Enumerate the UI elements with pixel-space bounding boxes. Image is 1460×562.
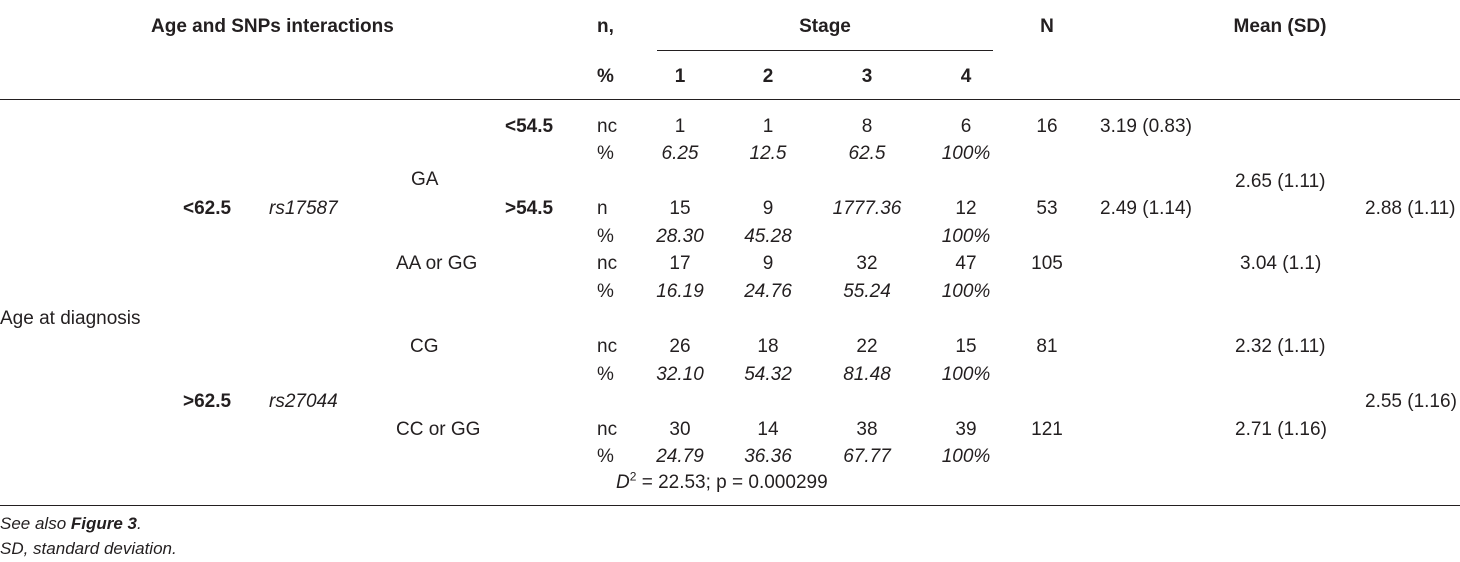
- pct-label: %: [597, 226, 614, 247]
- pct-cell: 100%: [941, 281, 991, 302]
- geno-cg: CG: [410, 336, 439, 357]
- pct-cell: 67.77: [843, 446, 891, 467]
- N-cell: 53: [1036, 198, 1058, 219]
- count-cell: 30: [669, 419, 691, 440]
- stage-header-rule: [657, 50, 993, 51]
- count-cell: 17: [669, 253, 691, 274]
- pct-header: %: [597, 66, 614, 87]
- pct-cell: 16.19: [656, 281, 704, 302]
- pct-label: %: [597, 446, 614, 467]
- pct-cell: 6.25: [661, 143, 699, 164]
- mean-cell: 2.32 (1.11): [1235, 336, 1326, 357]
- stage-col-1: 1: [674, 66, 686, 87]
- stat-rest: = 22.53; p = 0.000299: [636, 472, 828, 493]
- stage-col-4: 4: [960, 66, 972, 87]
- count-cell: 1: [762, 116, 774, 137]
- geno-ga: GA: [411, 169, 439, 190]
- count-cell: 1: [674, 116, 686, 137]
- pct-cell: 100%: [941, 446, 991, 467]
- stage-col-3: 3: [861, 66, 873, 87]
- count-cell: 15: [955, 336, 977, 357]
- mean-header: Mean (SD): [1233, 16, 1327, 37]
- pct-cell: 24.79: [656, 446, 704, 467]
- bottom-rule: [0, 505, 1460, 506]
- count-cell: 47: [955, 253, 977, 274]
- count-cell: 6: [960, 116, 972, 137]
- stat-sup: 2: [629, 469, 637, 484]
- count-cell: 8: [861, 116, 873, 137]
- age-at-diagnosis: Age at diagnosis: [0, 308, 141, 329]
- mean-lt62: 2.88 (1.11): [1365, 198, 1456, 219]
- count-cell: 14: [757, 419, 779, 440]
- age-gt: >62.5: [183, 391, 232, 412]
- pct-cell: 45.28: [744, 226, 792, 247]
- N-cell: 81: [1036, 336, 1058, 357]
- see-also-suffix: .: [137, 514, 142, 533]
- figure-link[interactable]: Figure 3: [70, 514, 138, 533]
- count-label: nc: [597, 253, 618, 274]
- mean-ga: 2.65 (1.11): [1235, 171, 1326, 192]
- pct-cell: 32.10: [656, 364, 704, 385]
- mean-cell: 2.49 (1.14): [1100, 198, 1192, 219]
- sub-gt: >54.5: [505, 198, 554, 219]
- geno-cc-gg: CC or GG: [396, 419, 481, 440]
- footnote-sd: SD, standard deviation.: [0, 539, 177, 558]
- pct-cell: 12.5: [749, 143, 787, 164]
- age-lt: <62.5: [183, 198, 232, 219]
- mean-cell: 3.19 (0.83): [1100, 116, 1192, 137]
- mean-gt62: 2.55 (1.16): [1365, 391, 1457, 412]
- count-cell: 22: [856, 336, 878, 357]
- n-header: n,: [597, 16, 614, 37]
- count-cell: 1777.36: [832, 198, 902, 219]
- pct-cell: 24.76: [744, 281, 792, 302]
- count-cell: 15: [669, 198, 691, 219]
- mean-cell: 3.04 (1.1): [1240, 253, 1322, 274]
- mean-cell: 2.71 (1.16): [1235, 419, 1327, 440]
- count-cell: 39: [955, 419, 977, 440]
- count-cell: 9: [762, 198, 774, 219]
- table-title: Age and SNPs interactions: [151, 16, 394, 37]
- N-cell: 16: [1036, 116, 1058, 137]
- count-label: nc: [597, 419, 618, 440]
- pct-cell: 100%: [941, 364, 991, 385]
- count-cell: 32: [856, 253, 878, 274]
- pct-cell: 62.5: [848, 143, 886, 164]
- snp-rs27044: rs27044: [269, 391, 338, 412]
- stage-header: Stage: [799, 16, 851, 37]
- pct-label: %: [597, 143, 614, 164]
- pct-cell: 28.30: [656, 226, 704, 247]
- snp-rs17587: rs17587: [269, 198, 338, 219]
- count-cell: 9: [762, 253, 774, 274]
- count-cell: 26: [669, 336, 691, 357]
- count-cell: 38: [856, 419, 878, 440]
- pct-cell: 36.36: [744, 446, 792, 467]
- pct-cell: 81.48: [843, 364, 891, 385]
- pct-label: %: [597, 364, 614, 385]
- pct-label: %: [597, 281, 614, 302]
- sub-lt: <54.5: [505, 116, 554, 137]
- count-label: nc: [597, 116, 618, 137]
- see-also-prefix: See also: [0, 514, 71, 533]
- N-cell: 121: [1031, 419, 1063, 440]
- stage-col-2: 2: [762, 66, 774, 87]
- N-header: N: [1040, 16, 1054, 37]
- geno-aa-gg: AA or GG: [396, 253, 478, 274]
- count-label: n: [597, 198, 608, 219]
- pct-cell: 55.24: [843, 281, 891, 302]
- pct-cell: 100%: [941, 143, 991, 164]
- pct-cell: 100%: [941, 226, 991, 247]
- count-label: nc: [597, 336, 618, 357]
- N-cell: 105: [1031, 253, 1063, 274]
- footnote-see-also: See also Figure 3.: [0, 513, 142, 535]
- count-cell: 12: [955, 198, 977, 219]
- pct-cell: 54.32: [744, 364, 792, 385]
- test-statistic: D2 = 22.53; p = 0.000299: [616, 469, 828, 494]
- header-rule: [0, 99, 1460, 100]
- count-cell: 18: [757, 336, 779, 357]
- stat-d: D: [616, 472, 630, 493]
